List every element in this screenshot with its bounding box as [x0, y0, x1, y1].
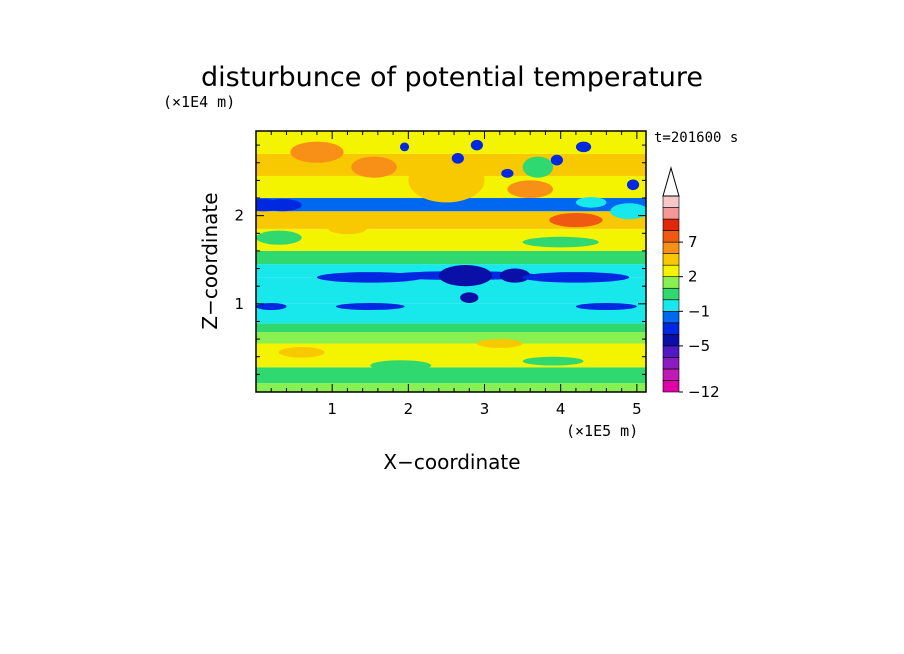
field-feature-26 — [370, 360, 432, 371]
field-feature-20 — [451, 153, 464, 164]
y-tick-label: 2 — [234, 207, 244, 225]
field-feature-7 — [256, 302, 287, 310]
field-band-0 — [256, 383, 646, 392]
field-feature-24 — [399, 142, 410, 152]
colorbar-extend-arrow — [662, 166, 680, 197]
field-feature-21 — [501, 168, 514, 178]
field-band-4 — [256, 323, 646, 333]
field-feature-27 — [522, 356, 584, 366]
field-band-1 — [256, 367, 646, 384]
field-feature-29 — [476, 339, 523, 348]
colorbar-swatch-14 — [662, 218, 680, 231]
colorbar-swatch-0 — [662, 380, 680, 393]
y-unit-label: (×1E4 m) — [163, 93, 235, 111]
field-feature-15 — [507, 180, 554, 199]
colorbar-swatch-7 — [662, 299, 680, 312]
field-band-11 — [256, 198, 646, 212]
y-tick-label: 1 — [234, 295, 244, 313]
x-tick-label: 3 — [480, 400, 490, 418]
colorbar-swatch-11 — [662, 253, 680, 266]
field-feature-3 — [438, 265, 493, 287]
field-feature-14 — [549, 213, 603, 228]
chart-title: disturbunce of potential temperature — [201, 62, 703, 93]
colorbar-swatch-5 — [662, 322, 680, 335]
colorbar-tick-label: 7 — [688, 233, 698, 251]
x-tick-label: 4 — [556, 400, 566, 418]
field-feature-12 — [290, 141, 344, 163]
colorbar-swatch-16 — [662, 195, 680, 208]
colorbar-swatch-4 — [662, 334, 680, 347]
x-axis-label: X−coordinate — [383, 450, 520, 474]
colorbar-tick-label: −1 — [688, 302, 710, 320]
colorbar-swatch-10 — [662, 264, 680, 278]
field-feature-28 — [278, 347, 325, 358]
field-feature-8 — [335, 302, 405, 310]
field-feature-4 — [316, 272, 424, 283]
colorbar: −12−5−127 — [662, 166, 720, 401]
time-label: t=201600 s — [654, 130, 738, 146]
field-feature-17 — [522, 156, 554, 178]
field-feature-13 — [351, 156, 397, 178]
axis-ticks: 1 2 3 4 5 1 2 — [234, 131, 646, 418]
field-feature-32 — [328, 223, 367, 235]
colorbar-swatch-2 — [662, 357, 680, 370]
field-band-3 — [256, 332, 646, 344]
field-feature-6 — [522, 272, 630, 283]
y-axis-label: Z−coordinate — [198, 192, 222, 329]
field-feature-5 — [499, 268, 531, 283]
field-band-14 — [256, 131, 646, 154]
field-feature-25 — [626, 179, 640, 191]
x-tick-label: 5 — [632, 400, 642, 418]
field-feature-16 — [575, 197, 607, 208]
colorbar-swatch-15 — [662, 207, 680, 220]
field-feature-31 — [522, 236, 599, 248]
field-band-8 — [256, 250, 646, 265]
colorbar-swatch-12 — [662, 241, 680, 254]
colorbar-swatch-9 — [662, 276, 680, 289]
colorbar-swatch-13 — [662, 230, 680, 243]
field-feature-22 — [575, 141, 592, 153]
field-feature-30 — [256, 230, 302, 245]
contour-field — [256, 131, 646, 392]
plot-frame — [255, 130, 647, 393]
x-tick-label: 1 — [327, 400, 337, 418]
field-feature-1 — [263, 198, 302, 212]
x-tick-label: 2 — [404, 400, 414, 418]
colorbar-tick-label: 2 — [688, 268, 698, 286]
colorbar-swatch-6 — [662, 310, 680, 324]
colorbar-swatch-8 — [662, 287, 680, 301]
colorbar-swatch-1 — [662, 368, 680, 381]
x-unit-label: (×1E5 m) — [566, 422, 638, 440]
field-feature-9 — [575, 302, 637, 310]
colorbar-tick-label: −12 — [688, 383, 720, 401]
field-feature-10 — [460, 292, 479, 303]
field-feature-11 — [408, 158, 485, 203]
colorbar-swatch-3 — [662, 345, 680, 358]
field-feature-19 — [470, 139, 483, 151]
field-feature-23 — [550, 154, 563, 166]
colorbar-tick-label: −5 — [688, 337, 710, 355]
field-feature-18 — [610, 203, 646, 220]
